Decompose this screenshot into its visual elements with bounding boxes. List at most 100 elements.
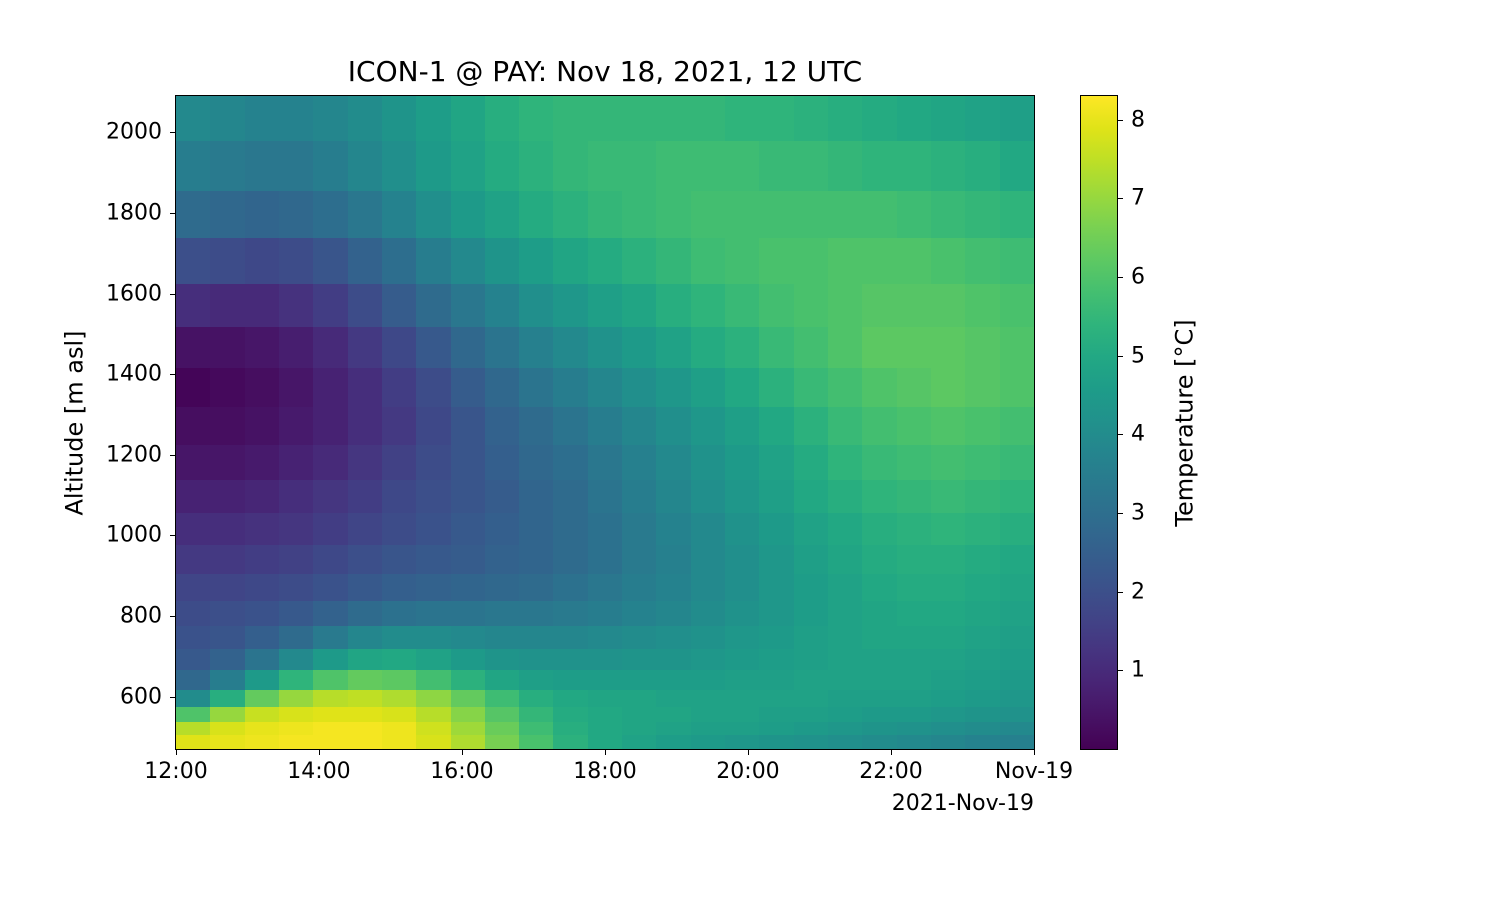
heatmap-cell (245, 670, 279, 689)
heatmap-cell (382, 735, 416, 749)
heatmap-cell (1000, 284, 1034, 327)
heatmap-cell (416, 735, 450, 749)
heatmap-cell (931, 141, 965, 190)
heatmap-cell (176, 480, 210, 513)
heatmap-row (176, 601, 1034, 626)
heatmap-cell (279, 141, 313, 190)
heatmap-cell (313, 141, 347, 190)
heatmap-cell (485, 574, 519, 601)
heatmap-cell (725, 284, 759, 327)
heatmap-cell (828, 649, 862, 670)
heatmap-cell (588, 368, 622, 407)
heatmap-cell (828, 368, 862, 407)
heatmap-cell (451, 722, 485, 735)
heatmap-cell (553, 513, 587, 544)
heatmap-cell (382, 690, 416, 707)
heatmap-cell (588, 707, 622, 722)
heatmap-row (176, 690, 1034, 707)
heatmap-cell (931, 284, 965, 327)
heatmap-cell (313, 545, 347, 574)
heatmap-cell (862, 284, 896, 327)
heatmap-cell (485, 368, 519, 407)
heatmap-cell (656, 649, 690, 670)
heatmap-cell (245, 480, 279, 513)
heatmap-cell (1000, 513, 1034, 544)
heatmap-cell (965, 96, 999, 141)
heatmap-cell (176, 722, 210, 735)
heatmap-cell (656, 513, 690, 544)
heatmap-cell (176, 649, 210, 670)
heatmap-cell (485, 96, 519, 141)
heatmap-cell (1000, 690, 1034, 707)
heatmap-cell (725, 722, 759, 735)
heatmap-cell (691, 141, 725, 190)
heatmap-cell (1000, 649, 1034, 670)
heatmap-cell (794, 407, 828, 444)
heatmap-cell (485, 670, 519, 689)
heatmap-cell (176, 327, 210, 368)
heatmap-cell (622, 96, 656, 141)
heatmap-cell (519, 513, 553, 544)
heatmap-cell (965, 735, 999, 749)
heatmap-cell (656, 327, 690, 368)
heatmap-cell (348, 368, 382, 407)
heatmap-cell (828, 707, 862, 722)
heatmap-cell (656, 601, 690, 626)
heatmap-cell (176, 545, 210, 574)
heatmap-cell (416, 191, 450, 238)
heatmap-row (176, 96, 1034, 141)
heatmap-cell (416, 626, 450, 649)
heatmap-cell (965, 513, 999, 544)
heatmap-cell (862, 96, 896, 141)
heatmap-cell (691, 649, 725, 670)
heatmap-cell (245, 191, 279, 238)
heatmap-cell (794, 545, 828, 574)
y-tick-label: 600 (120, 684, 176, 709)
heatmap-cell (553, 735, 587, 749)
heatmap-cell (725, 141, 759, 190)
heatmap-cell (176, 368, 210, 407)
heatmap-cell (279, 670, 313, 689)
heatmap-cell (210, 670, 244, 689)
heatmap-cell (176, 96, 210, 141)
heatmap-cell (1000, 574, 1034, 601)
heatmap-cell (622, 601, 656, 626)
colorbar-tick-mark (1117, 670, 1123, 671)
heatmap-cell (553, 670, 587, 689)
heatmap-cell (794, 707, 828, 722)
heatmap-cell (588, 649, 622, 670)
y-tick-mark (170, 294, 176, 295)
heatmap-cell (416, 445, 450, 480)
heatmap-cell (348, 513, 382, 544)
heatmap-cell (725, 96, 759, 141)
heatmap-cell (382, 445, 416, 480)
plot-area: 2021-Nov-19 6008001000120014001600180020… (175, 95, 1035, 750)
heatmap-cell (862, 601, 896, 626)
heatmap-cell (656, 670, 690, 689)
y-axis-label: Altitude [m asl] (60, 95, 90, 750)
heatmap-cell (348, 574, 382, 601)
heatmap-cell (313, 480, 347, 513)
colorbar-tick-mark (1117, 198, 1123, 199)
heatmap-cell (862, 407, 896, 444)
heatmap-cell (485, 407, 519, 444)
heatmap-cell (519, 545, 553, 574)
heatmap-cell (931, 407, 965, 444)
heatmap-cell (931, 368, 965, 407)
heatmap-cell (348, 96, 382, 141)
heatmap-cell (897, 368, 931, 407)
heatmap-cell (588, 191, 622, 238)
heatmap-row (176, 327, 1034, 368)
heatmap-cell (348, 545, 382, 574)
colorbar-tick-mark (1117, 434, 1123, 435)
heatmap-cell (348, 649, 382, 670)
heatmap-cell (897, 707, 931, 722)
heatmap-cell (519, 574, 553, 601)
heatmap-cell (348, 191, 382, 238)
heatmap-cell (622, 141, 656, 190)
colorbar-tick-mark (1117, 120, 1123, 121)
heatmap-row (176, 141, 1034, 190)
heatmap-cell (691, 670, 725, 689)
heatmap-cell (828, 670, 862, 689)
heatmap-cell (382, 707, 416, 722)
